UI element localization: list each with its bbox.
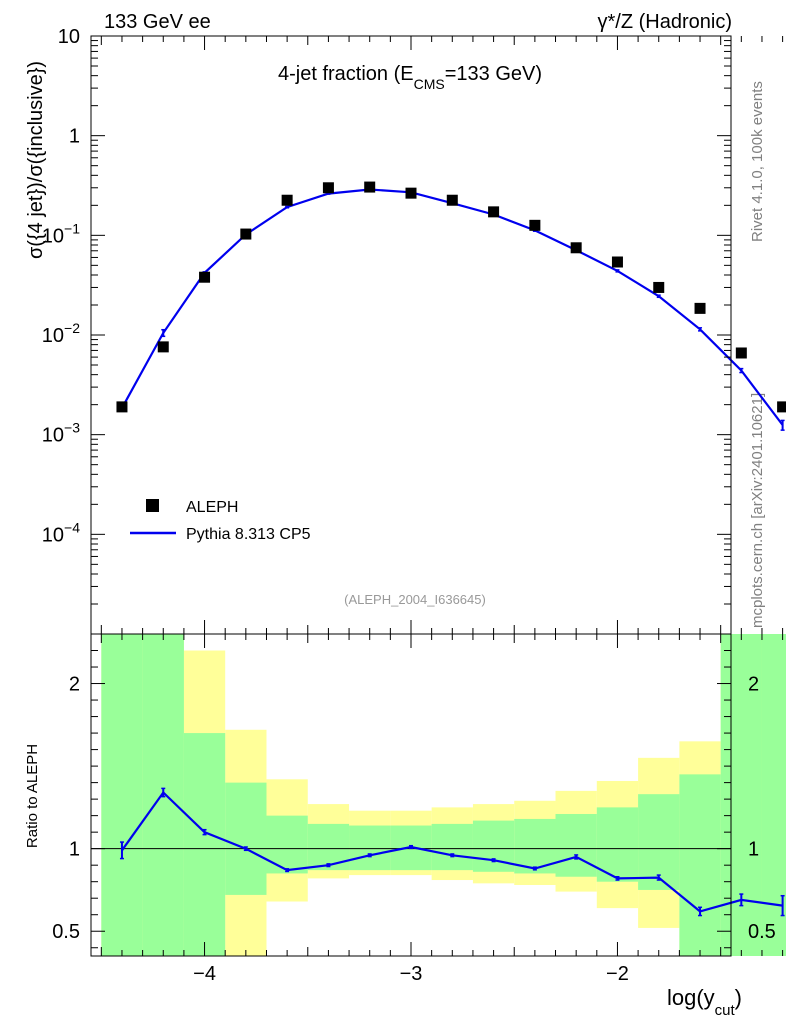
aleph-data-point — [735, 347, 747, 359]
aleph-data-point — [405, 187, 417, 199]
aleph-data-point — [653, 281, 665, 293]
aleph-data-point — [322, 182, 334, 194]
ratio-band-inner — [225, 782, 267, 895]
aleph-data-point — [446, 194, 458, 206]
aleph-data-point — [777, 401, 786, 413]
header-right-label: γ*/Z (Hadronic) — [598, 11, 732, 33]
ratio-y-tick-label-right: 2 — [748, 674, 759, 696]
aleph-data-point — [611, 256, 623, 268]
aleph-data-point — [529, 219, 541, 231]
header-left-label: 133 GeV ee — [104, 11, 211, 33]
aleph-data-point — [116, 401, 128, 413]
main-y-tick-label: 10−3 — [42, 420, 80, 447]
rivet-version-label: Rivet 4.1.0, 100k events — [749, 81, 766, 242]
ratio-y-tick-label-right: 1 — [748, 839, 759, 861]
ratio-band-inner — [596, 807, 639, 882]
analysis-watermark: (ALEPH_2004_I636645) — [344, 592, 486, 607]
ratio-band-inner — [679, 774, 721, 956]
aleph-data-point — [364, 181, 376, 193]
ratio-y-tick-label-left: 2 — [69, 674, 80, 696]
x-tick-label: −4 — [193, 963, 216, 985]
legend-label-aleph: ALEPH — [186, 499, 238, 516]
legend[interactable]: ALEPH Pythia 8.313 CP5 — [130, 499, 311, 543]
main-y-axis-label: σ({4 jet})/σ({inclusive}) — [25, 61, 47, 259]
aleph-data-point — [488, 206, 500, 218]
ratio-band-inner — [183, 733, 226, 956]
ratio-y-tick-label-right: 0.5 — [748, 921, 776, 943]
aleph-data-point — [199, 271, 211, 283]
aleph-data-point — [157, 341, 169, 353]
main-frame — [90, 35, 732, 635]
legend-marker-aleph — [146, 499, 159, 512]
aleph-data-point — [570, 242, 582, 254]
pythia-curve — [121, 188, 784, 426]
ratio-band-inner — [101, 634, 143, 956]
main-y-tick-label: 10−1 — [42, 220, 80, 247]
ratio-band-inner — [431, 823, 473, 871]
ratio-band-inner — [349, 825, 391, 871]
main-y-tick-label: 10−4 — [42, 519, 80, 546]
main-y-tick-label: 10 — [58, 26, 80, 48]
aleph-data-point — [694, 302, 706, 314]
ratio-y-tick-label-left: 0.5 — [52, 921, 80, 943]
aleph-data-point — [281, 194, 293, 206]
ratio-band-inner — [555, 813, 597, 877]
main-title: 4-jet fraction (ECMS=133 GeV) — [278, 63, 542, 92]
legend-label-pythia: Pythia 8.313 CP5 — [186, 526, 311, 543]
main-panel: 10 1 10−1 10−2 10−3 10−4 4-jet fraction (ECMS… — [25, 26, 786, 635]
main-y-tick-label: 10−2 — [42, 320, 80, 347]
x-tick-label: −2 — [606, 963, 629, 985]
ratio-y-tick-label-left: 1 — [69, 839, 80, 861]
ratio-band-inner — [266, 815, 308, 874]
ratio-panel: −4 −3 −2 0.5 0.5 1 1 2 2 Ratio to ALEPH log(ycut… — [24, 633, 786, 1019]
ratio-band-inner — [638, 794, 680, 890]
aleph-data-point — [240, 228, 252, 240]
x-axis-label: log(ycut) — [667, 985, 742, 1019]
main-y-tick-label: 1 — [69, 126, 80, 148]
ratio-y-axis-label: Ratio to ALEPH — [24, 744, 41, 848]
mcplots-label: mcplots.cern.ch [arXiv:2401.10621] — [749, 393, 766, 628]
x-tick-label: −3 — [400, 963, 423, 985]
